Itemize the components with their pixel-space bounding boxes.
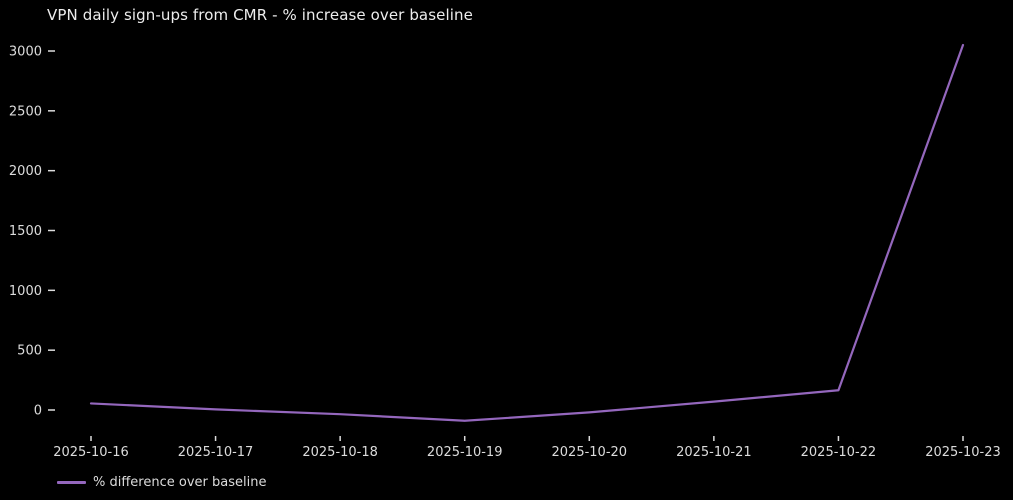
legend-line-swatch bbox=[57, 481, 86, 484]
x-tick-label: 2025-10-18 bbox=[302, 445, 378, 460]
x-tick-label: 2025-10-21 bbox=[676, 445, 752, 460]
legend-label: % difference over baseline bbox=[93, 475, 267, 490]
y-tick-label: 0 bbox=[34, 404, 42, 419]
y-tick-label: 2500 bbox=[9, 104, 42, 119]
x-tick-label: 2025-10-20 bbox=[552, 445, 628, 460]
x-tick-label: 2025-10-19 bbox=[427, 445, 503, 460]
y-tick-label: 500 bbox=[17, 344, 42, 359]
series-line bbox=[89, 43, 965, 422]
y-tick-label: 1000 bbox=[9, 284, 42, 299]
legend: % difference over baseline bbox=[57, 475, 266, 490]
y-tick-label: 1500 bbox=[9, 224, 42, 239]
x-tick-label: 2025-10-16 bbox=[53, 445, 129, 460]
chart-title: VPN daily sign-ups from CMR - % increase… bbox=[47, 6, 473, 24]
y-tick-label: 2000 bbox=[9, 164, 42, 179]
x-tick-label: 2025-10-17 bbox=[178, 445, 254, 460]
x-tick-label: 2025-10-23 bbox=[925, 445, 1001, 460]
x-tick-label: 2025-10-22 bbox=[801, 445, 877, 460]
y-tick-label: 3000 bbox=[9, 45, 42, 60]
